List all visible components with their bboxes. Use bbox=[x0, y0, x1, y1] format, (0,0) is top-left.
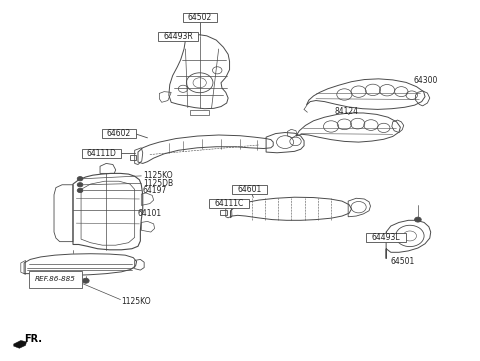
FancyBboxPatch shape bbox=[102, 129, 136, 138]
FancyBboxPatch shape bbox=[209, 199, 249, 208]
Circle shape bbox=[83, 278, 89, 283]
FancyBboxPatch shape bbox=[182, 13, 217, 22]
Text: 64493R: 64493R bbox=[164, 32, 193, 41]
Text: 84124: 84124 bbox=[335, 107, 359, 116]
Circle shape bbox=[415, 217, 421, 222]
Text: 1125DB: 1125DB bbox=[143, 179, 173, 188]
Text: 1125KO: 1125KO bbox=[143, 171, 172, 180]
FancyBboxPatch shape bbox=[366, 233, 406, 242]
Text: 64602: 64602 bbox=[107, 129, 131, 138]
Polygon shape bbox=[14, 340, 26, 348]
Text: 64111D: 64111D bbox=[86, 149, 116, 158]
Text: 64601: 64601 bbox=[238, 185, 262, 194]
Text: 64111C: 64111C bbox=[215, 199, 244, 208]
Text: 64101: 64101 bbox=[138, 209, 162, 218]
FancyBboxPatch shape bbox=[82, 149, 121, 158]
Text: REF.86-885: REF.86-885 bbox=[35, 276, 76, 282]
FancyBboxPatch shape bbox=[232, 185, 266, 194]
Text: 64197: 64197 bbox=[143, 186, 167, 195]
Text: 64501: 64501 bbox=[391, 257, 415, 266]
FancyBboxPatch shape bbox=[158, 32, 198, 41]
Text: FR.: FR. bbox=[24, 334, 42, 344]
Circle shape bbox=[77, 188, 83, 192]
Text: 64300: 64300 bbox=[414, 77, 438, 86]
Text: 64502: 64502 bbox=[188, 13, 212, 22]
Text: 1125KO: 1125KO bbox=[121, 297, 151, 306]
Circle shape bbox=[77, 177, 83, 181]
Circle shape bbox=[77, 183, 83, 187]
Text: 64493L: 64493L bbox=[372, 233, 400, 242]
